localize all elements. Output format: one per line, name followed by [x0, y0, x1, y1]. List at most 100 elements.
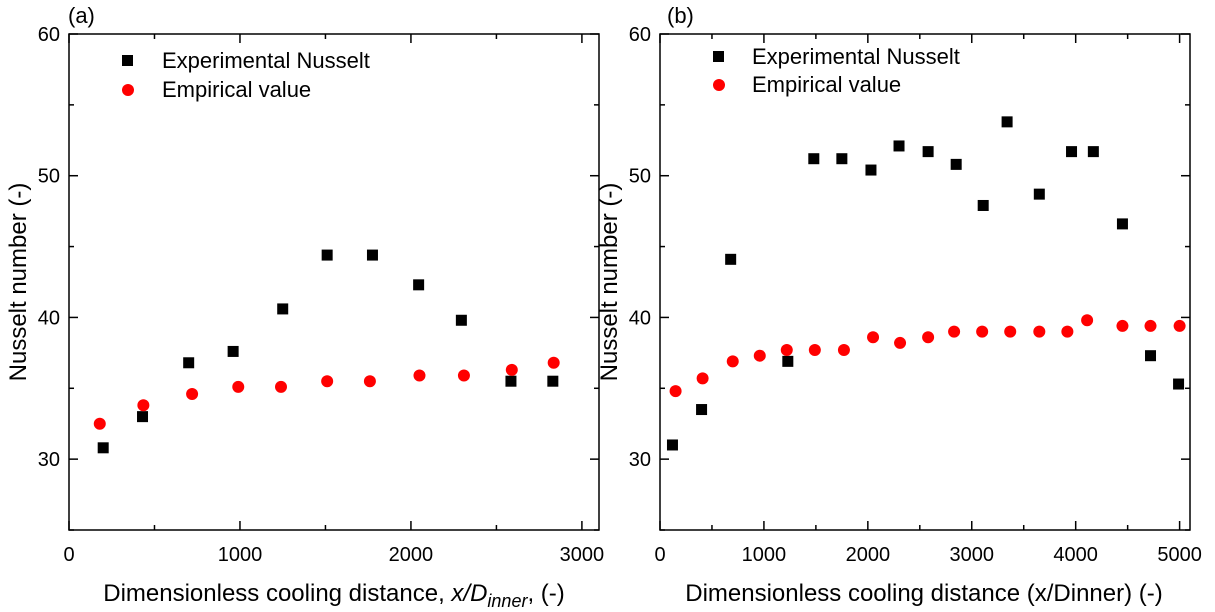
panel-b-experimental-point	[950, 158, 962, 170]
panel-a-y-tick-label: 40	[38, 307, 60, 329]
panel-b-x-tick-label: 0	[654, 544, 665, 566]
panel-b-experimental-point	[666, 439, 678, 451]
panel-a-x-tick-label: 3000	[560, 544, 605, 566]
panel-a-empirical-point	[186, 387, 199, 400]
panel-a-y-tick-label: 30	[38, 449, 60, 471]
panel-b-empirical-point	[948, 325, 961, 338]
panel-b-plot-frame	[659, 33, 1191, 531]
panel-a-chart: (a) 0 1000 2000 3000 30 40 50 60 Dimensionless …	[5, 3, 604, 611]
panel-a-experimental-point	[455, 314, 467, 326]
panel-a-empirical-point	[93, 417, 106, 430]
panel-b-legend-label-experimental: Experimental Nusselt	[752, 44, 960, 69]
panel-b-experimental-point	[893, 140, 905, 152]
panel-b-experimental-point	[922, 146, 934, 158]
panel-a-y-axis-label: Nusselt number (-)	[5, 183, 32, 382]
panel-b-x-tick-label: 3000	[950, 544, 995, 566]
panel-b-empirical-point	[1061, 325, 1074, 338]
panel-b-empirical-point	[922, 331, 935, 344]
panel-b-empirical-point	[1004, 325, 1017, 338]
panel-b-experimental-point	[1116, 218, 1128, 230]
panel-b-legend-label-empirical: Empirical value	[752, 72, 901, 97]
panel-b-x-tick-label: 1000	[742, 544, 787, 566]
panel-b-empirical-point	[753, 349, 766, 362]
panel-a-x-tick-label: 0	[63, 544, 74, 566]
panel-a-experimental-point	[183, 357, 195, 369]
panel-b-empirical-point	[867, 331, 880, 344]
panel-a-experimental-point	[277, 303, 289, 315]
panel-a-plot-frame	[68, 33, 600, 531]
panel-a-x-axis-label-sub: inner	[487, 591, 528, 611]
panel-b-experimental-point	[1033, 188, 1045, 200]
panel-b-experimental-point	[1066, 146, 1078, 158]
panel-b-legend: Experimental Nusselt Empirical value	[713, 44, 960, 97]
panel-a-empirical-point	[457, 369, 470, 382]
panel-b-empirical-point	[837, 344, 850, 357]
panel-a-x-tick-label: 2000	[389, 544, 434, 566]
panel-a-experimental-point	[137, 411, 149, 423]
panel-b-y-tick-label: 50	[629, 166, 651, 188]
panel-a-experimental-point	[227, 345, 239, 357]
panel-a-empirical-point	[363, 375, 376, 388]
panel-b-empirical-point	[808, 344, 821, 357]
panel-b-label: (b)	[667, 3, 694, 28]
panel-b-empirical-point	[1081, 314, 1094, 327]
panel-a-experimental-point	[97, 442, 109, 454]
panel-b-y-tick-label: 30	[629, 449, 651, 471]
panel-a-legend-label-experimental: Experimental Nusselt	[162, 48, 370, 73]
panel-a-empirical-point	[137, 399, 150, 412]
panel-b-empirical-point	[1144, 319, 1157, 332]
panel-a-x-axis-label-suffix: , (-)	[527, 580, 564, 607]
panel-b-x-tick-label: 5000	[1157, 544, 1202, 566]
panel-b-empirical-point	[1033, 325, 1046, 338]
panel-a-x-axis-label-prefix: Dimensionless cooling distance,	[103, 580, 451, 607]
panel-a-legend-label-empirical: Empirical value	[162, 77, 311, 102]
panel-b-legend-marker-empirical	[713, 79, 725, 91]
panel-b-y-axis-label: Nusselt number (-)	[596, 183, 623, 382]
panel-a-empirical-point	[413, 369, 426, 382]
panel-b-y-tick-label: 60	[629, 24, 651, 46]
panel-b-empirical-point	[894, 336, 907, 349]
panel-a-empirical-point	[505, 363, 518, 376]
panel-b-empirical-point	[780, 344, 793, 357]
panel-a-x-axis-label: Dimensionless cooling distance, x/Dinner…	[103, 580, 565, 611]
panel-a-empirical-point	[321, 375, 334, 388]
panel-a-y-tick-label: 60	[38, 24, 60, 46]
panel-b-experimental-point	[977, 199, 989, 211]
panel-b-experimental-point	[1173, 378, 1185, 390]
panel-b-y-tick-label: 40	[629, 307, 651, 329]
panel-b-empirical-point	[669, 385, 682, 398]
panel-b-experimental-point	[1087, 146, 1099, 158]
panel-b-experimental-point	[725, 253, 737, 265]
panel-b-x-axis-label: Dimensionless cooling distance (x/Dinner…	[685, 580, 1163, 607]
panel-a-legend: Experimental Nusselt Empirical value	[122, 48, 370, 102]
panel-b-experimental-point	[696, 404, 708, 416]
panel-a-legend-marker-experimental	[122, 55, 133, 66]
panel-a-x-tick-label: 1000	[218, 544, 263, 566]
panel-b-experimental-point	[865, 164, 877, 176]
panel-b-experimental-point	[1001, 116, 1013, 128]
panel-a-label: (a)	[68, 3, 95, 28]
panel-a-empirical-point	[547, 356, 560, 369]
panel-b-empirical-point	[1116, 319, 1129, 332]
panel-a-experimental-point	[321, 249, 333, 261]
panel-a-empirical-point	[232, 380, 245, 393]
panel-b-x-tick-label: 2000	[846, 544, 891, 566]
panel-b-empirical-point	[726, 355, 739, 368]
panel-b-experimental-point	[808, 153, 820, 165]
panel-b-empirical-point	[976, 325, 989, 338]
panel-b-experimental-point	[782, 355, 794, 367]
panel-a-experimental-point	[366, 249, 378, 261]
panel-b-chart: (b) 0 1000 2000 3000 4000 5000 30 40 50 60 Dimens…	[596, 3, 1202, 607]
panel-a-y-tick-label: 50	[38, 166, 60, 188]
panel-b-empirical-point	[696, 372, 709, 385]
panel-b-experimental-point	[836, 153, 848, 165]
panel-a-x-axis-label-var: x/D	[450, 580, 487, 607]
panel-a-experimental-point	[413, 279, 425, 291]
panel-a-legend-marker-empirical	[122, 84, 134, 96]
panel-a-experimental-point	[547, 375, 559, 387]
panel-b-experimental-point	[1145, 350, 1157, 362]
panel-a-experimental-point	[505, 375, 517, 387]
panel-b-x-tick-label: 4000	[1053, 544, 1098, 566]
panel-b-legend-marker-experimental	[713, 51, 724, 62]
